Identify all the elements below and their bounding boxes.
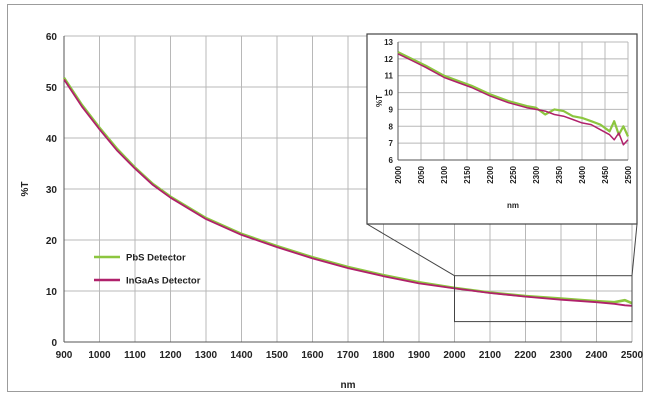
inset-x-tick-label: 2250 bbox=[509, 165, 518, 183]
main-x-tick-label: 1000 bbox=[88, 350, 111, 361]
main-x-tick-label: 1600 bbox=[301, 350, 324, 361]
main-y-tick-label: 30 bbox=[46, 185, 58, 196]
zoom-connector-line bbox=[366, 223, 455, 277]
inset-x-tick-label: 2150 bbox=[463, 165, 472, 183]
inset-x-tick-label: 2350 bbox=[555, 165, 564, 183]
inset-x-tick-label: 2000 bbox=[394, 165, 403, 183]
main-x-tick-label: 2300 bbox=[550, 350, 573, 361]
main-series-line-0 bbox=[62, 77, 633, 305]
inset-x-tick-label: 2050 bbox=[417, 165, 426, 183]
inset-series-line-1 bbox=[397, 53, 629, 146]
main-x-tick-label: 1100 bbox=[124, 350, 146, 361]
inset-y-axis-title: %T bbox=[375, 95, 384, 107]
main-x-tick-label: 1300 bbox=[195, 350, 218, 361]
main-x-tick-label: 1200 bbox=[159, 350, 182, 361]
inset-x-axis-title: nm bbox=[507, 201, 519, 210]
main-x-tick-label: 2100 bbox=[479, 350, 502, 361]
inset-y-tick-label: 6 bbox=[389, 156, 394, 165]
inset-y-tick-label: 12 bbox=[384, 55, 393, 64]
inset-x-tick-label: 2300 bbox=[532, 165, 541, 183]
inset-x-tick-label: 2200 bbox=[486, 165, 495, 183]
main-x-tick-label: 1500 bbox=[266, 350, 289, 361]
inset-x-tick-label: 2100 bbox=[440, 165, 449, 183]
zoom-region-box bbox=[454, 275, 633, 323]
main-y-tick-label: 60 bbox=[46, 32, 58, 43]
main-x-axis-title: nm bbox=[341, 380, 356, 391]
legend-label: InGaAs Detector bbox=[126, 276, 201, 287]
inset-x-tick-label: 2400 bbox=[578, 165, 587, 183]
main-x-tick-label: 1400 bbox=[230, 350, 253, 361]
inset-x-tick-label: 2500 bbox=[624, 165, 633, 183]
inset-box bbox=[366, 33, 638, 225]
main-y-axis-title: %T bbox=[20, 182, 31, 197]
main-series-line-1 bbox=[63, 78, 633, 307]
main-x-tick-label: 1900 bbox=[408, 350, 431, 361]
main-y-tick-label: 40 bbox=[46, 134, 58, 145]
main-y-tick-label: 50 bbox=[46, 83, 58, 94]
main-x-tick-label: 2200 bbox=[514, 350, 537, 361]
inset-y-tick-label: 13 bbox=[384, 38, 393, 47]
legend-label: PbS Detector bbox=[126, 253, 186, 264]
inset-x-tick-label: 2450 bbox=[601, 165, 610, 183]
main-x-tick-label: 1800 bbox=[372, 350, 395, 361]
main-x-tick-label: 1700 bbox=[337, 350, 360, 361]
inset-series-line-0 bbox=[397, 51, 630, 137]
main-x-tick-label: 2000 bbox=[443, 350, 466, 361]
zoom-connector-line bbox=[631, 223, 638, 276]
main-x-tick-label: 900 bbox=[56, 350, 73, 361]
inset-y-tick-label: 8 bbox=[389, 122, 394, 131]
main-x-tick-label: 2500 bbox=[621, 350, 644, 361]
inset-y-tick-label: 7 bbox=[389, 139, 394, 148]
main-y-tick-label: 0 bbox=[51, 338, 57, 349]
main-y-tick-label: 10 bbox=[46, 287, 58, 298]
inset-y-tick-label: 10 bbox=[384, 89, 393, 98]
inset-y-tick-label: 11 bbox=[385, 72, 394, 81]
main-y-tick-label: 20 bbox=[46, 236, 58, 247]
inset-y-tick-label: 9 bbox=[389, 105, 394, 114]
main-x-tick-label: 2400 bbox=[585, 350, 608, 361]
